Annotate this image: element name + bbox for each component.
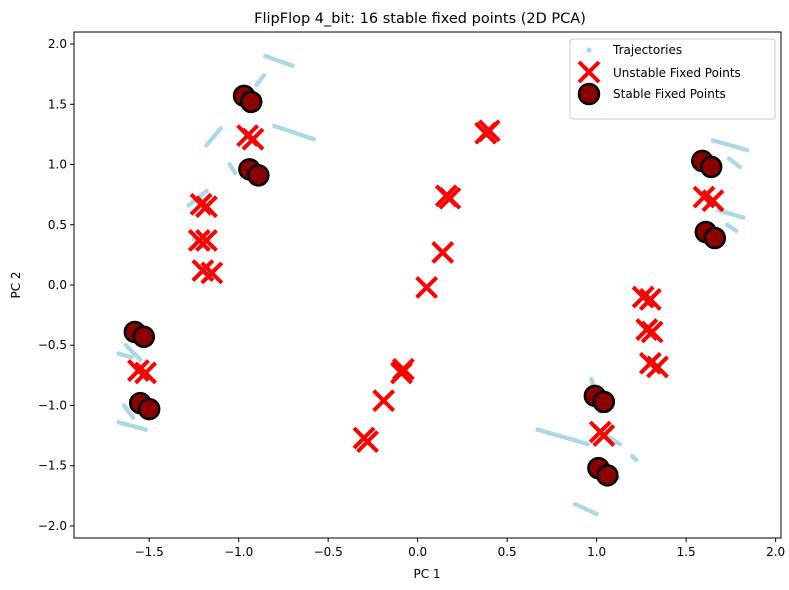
unstable-fixed-point <box>200 261 224 285</box>
plot-marks <box>116 53 750 517</box>
y-tick-label: −0.5 <box>38 338 67 352</box>
unstable-fixed-point <box>701 189 725 213</box>
trajectory-point <box>290 63 295 69</box>
trajectory-point <box>254 82 259 88</box>
trajectory-segment <box>630 453 639 462</box>
legend-box <box>569 38 776 120</box>
trajectory-point <box>143 427 148 432</box>
trajectory-point <box>585 441 590 447</box>
x-axis: −1.5 −1.0 −0.5 0.0 0.5 1.0 1.5 2.0 <box>135 538 785 559</box>
legend: Trajectories Unstable Fixed Points Stabl… <box>569 38 776 120</box>
trajectory-point <box>128 354 134 360</box>
y-tick-label: 0.5 <box>48 218 67 232</box>
x-tick-label: 2.0 <box>766 545 785 559</box>
stable-fixed-point <box>699 155 723 179</box>
stable-fixed-point <box>137 397 161 421</box>
unstable-fixed-point <box>592 424 616 448</box>
y-tick-label: −2.0 <box>38 519 67 533</box>
legend-trajectories-label: Trajectories <box>612 43 682 57</box>
stable-fixed-point <box>239 90 263 114</box>
unstable-fixed-point <box>474 121 498 145</box>
trajectory-point <box>633 457 639 462</box>
unstable-fixed-point <box>189 192 213 216</box>
y-tick-label: −1.5 <box>38 459 67 473</box>
y-tick-label: 1.0 <box>48 158 67 172</box>
trajectory-segment <box>116 351 134 360</box>
trajectory-segment <box>254 73 267 88</box>
legend-stable-marker <box>577 82 601 106</box>
trajectory-point <box>137 357 143 362</box>
trajectory-segment <box>572 501 599 517</box>
trajectory-segment <box>227 162 238 176</box>
trajectory-segment <box>121 403 136 420</box>
x-tick-label: −0.5 <box>314 545 343 559</box>
legend-entry-trajectories: Trajectories <box>586 43 682 57</box>
unstable-fixed-point <box>646 355 669 379</box>
trajectory-point <box>130 415 136 420</box>
trajectory-segment <box>123 342 143 362</box>
legend-trajectories-marker <box>586 47 592 53</box>
stable-fixed-point <box>596 464 619 487</box>
trajectory-point <box>204 142 209 148</box>
x-tick-label: −1.5 <box>135 545 164 559</box>
unstable-fixed-point <box>195 195 218 219</box>
y-tick-label: 0.0 <box>48 278 67 292</box>
trajectory-point <box>232 170 238 176</box>
unstable-fixed-point <box>635 318 659 341</box>
legend-entry-unstable: Unstable Fixed Points <box>577 60 741 84</box>
trajectory-segment <box>725 222 739 234</box>
y-axis: −2.0 −1.5 −1.0 −0.5 0.0 0.5 1.0 1.5 2.0 <box>38 37 74 533</box>
unstable-fixed-point <box>134 361 158 385</box>
trajectory-point <box>737 164 743 170</box>
trajectory-point <box>617 441 623 447</box>
trajectory-segment <box>272 123 317 142</box>
trajectory-point <box>733 228 739 234</box>
trajectory-segment <box>204 126 224 148</box>
unstable-fixed-point <box>631 285 655 309</box>
unstable-fixed-point <box>415 275 439 299</box>
x-tick-label: 1.5 <box>677 545 696 559</box>
y-tick-label: 2.0 <box>48 37 67 51</box>
stable-fixed-point <box>703 226 727 250</box>
unstable-fixed-point <box>195 229 218 252</box>
unstable-fixed-point <box>640 320 664 344</box>
legend-unstable-marker <box>577 60 601 84</box>
unstable-fixed-point <box>372 389 396 413</box>
trajectory-segment <box>535 427 590 447</box>
trajectory-point <box>186 203 191 208</box>
trajectory-point <box>311 136 317 142</box>
y-axis-label: PC 2 <box>9 271 23 298</box>
stable-fixed-point <box>592 390 616 414</box>
x-tick-label: 0.0 <box>408 545 427 559</box>
unstable-fixed-point <box>390 361 413 385</box>
unstable-fixed-point <box>356 430 379 454</box>
unstable-fixed-point <box>431 241 455 264</box>
unstable-fixed-point <box>241 127 265 151</box>
unstable-fixed-point <box>127 359 150 382</box>
trajectory-segment <box>726 156 743 170</box>
x-tick-label: 0.5 <box>498 545 517 559</box>
unstable-fixed-point <box>434 184 458 208</box>
trajectory-point <box>741 215 746 220</box>
x-tick-label: 1.0 <box>587 545 606 559</box>
stable-fixed-point <box>247 164 270 187</box>
unstable-fixed-point <box>638 288 662 311</box>
chart-title: FlipFlop 4_bit: 16 stable fixed points (… <box>254 11 586 27</box>
trajectory-segment <box>716 208 746 220</box>
trajectory-segment <box>710 138 750 153</box>
unstable-fixed-point <box>187 229 211 252</box>
x-axis-label: PC 1 <box>413 567 440 581</box>
stable-fixed-point <box>132 325 156 349</box>
legend-unstable-label: Unstable Fixed Points <box>613 66 741 80</box>
trajectory-point <box>744 147 750 153</box>
trajectory-segment <box>263 53 295 69</box>
x-tick-label: −1.0 <box>224 545 253 559</box>
trajectory-point <box>594 511 599 517</box>
y-tick-label: −1.0 <box>38 398 67 412</box>
y-tick-label: 1.5 <box>48 97 67 111</box>
trajectory-segment <box>116 420 148 432</box>
legend-entry-stable: Stable Fixed Points <box>577 82 726 106</box>
legend-stable-label: Stable Fixed Points <box>613 87 726 101</box>
